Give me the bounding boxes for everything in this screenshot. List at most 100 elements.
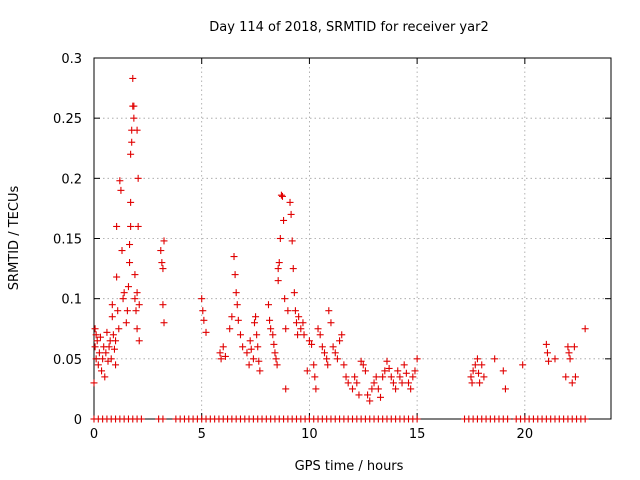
y-tick-label: 0.1 [61, 293, 82, 308]
data-point [271, 349, 279, 357]
data-point [407, 385, 415, 393]
zero-point [137, 415, 145, 423]
data-point [199, 307, 207, 315]
data-point [135, 301, 143, 309]
data-point [478, 361, 486, 369]
y-tick-label: 0.2 [61, 172, 82, 187]
data-point [129, 74, 137, 82]
data-point [374, 385, 382, 393]
data-point [287, 210, 295, 218]
data-point [131, 295, 139, 303]
x-tick-label: 5 [198, 427, 206, 442]
data-point [316, 331, 324, 339]
data-point [542, 340, 550, 348]
data-point [327, 319, 335, 327]
data-point [255, 357, 263, 365]
data-point [545, 357, 553, 365]
data-point [295, 313, 303, 321]
data-point [331, 349, 339, 357]
data-point [290, 289, 298, 297]
data-point [370, 379, 378, 387]
data-point [385, 364, 393, 372]
data-point [114, 307, 122, 315]
data-point [130, 102, 138, 110]
y-tick-labels: 0 0.05 0.1 0.15 0.2 0.25 0.3 [53, 52, 82, 428]
data-point [359, 361, 367, 369]
data-point [476, 379, 484, 387]
data-point [127, 198, 135, 206]
data-point [392, 385, 400, 393]
data-point [396, 373, 404, 381]
data-points [90, 74, 589, 423]
data-point [405, 379, 413, 387]
data-point [120, 289, 128, 297]
data-point [389, 379, 397, 387]
zero-point [159, 415, 167, 423]
zero-point [504, 415, 512, 423]
data-point [274, 277, 282, 285]
data-point [340, 361, 348, 369]
data-point [122, 319, 130, 327]
data-point [272, 355, 280, 363]
data-point [245, 361, 253, 369]
data-point [252, 313, 260, 321]
data-point [471, 361, 479, 369]
data-point [96, 333, 104, 341]
data-point [409, 373, 417, 381]
data-point [377, 393, 385, 401]
y-tick-label: 0.15 [53, 233, 82, 248]
y-tick-label: 0.05 [53, 353, 82, 368]
data-point [110, 345, 118, 353]
data-point [312, 385, 320, 393]
data-point [336, 337, 344, 345]
data-point [246, 337, 254, 345]
data-point [105, 343, 113, 351]
data-point [355, 391, 363, 399]
data-point [236, 331, 244, 339]
data-point [284, 307, 292, 315]
data-point [124, 283, 132, 291]
data-point [113, 222, 121, 230]
data-point [132, 307, 140, 315]
data-point [357, 357, 365, 365]
data-point [275, 259, 283, 267]
data-point [402, 369, 410, 377]
y-axis-label: SRMTID / TECUs [7, 186, 22, 291]
data-point [581, 325, 589, 333]
data-point [570, 343, 578, 351]
data-point [116, 177, 124, 185]
data-point [230, 253, 238, 261]
data-point [351, 373, 359, 381]
data-point [519, 361, 527, 369]
data-point [381, 367, 389, 375]
data-point [543, 349, 551, 357]
data-point [101, 373, 109, 381]
data-point [305, 337, 313, 345]
data-point [324, 361, 332, 369]
data-point [288, 237, 296, 245]
data-point [291, 307, 299, 315]
data-point [361, 367, 369, 375]
data-point [411, 367, 419, 375]
data-point [233, 301, 241, 309]
data-point [311, 373, 319, 381]
data-point [297, 325, 305, 333]
data-point [134, 222, 142, 230]
data-point [247, 345, 255, 353]
x-tick-label: 0 [90, 427, 98, 442]
data-point [117, 186, 125, 194]
data-point [314, 325, 322, 333]
data-point [303, 367, 311, 375]
data-point [159, 301, 167, 309]
data-point [387, 373, 395, 381]
data-point [127, 222, 135, 230]
data-point [501, 385, 509, 393]
data-point [128, 138, 136, 146]
data-point [282, 325, 290, 333]
data-point [280, 216, 288, 224]
data-point [115, 325, 123, 333]
data-point [228, 313, 236, 321]
data-point [274, 265, 282, 273]
data-point [267, 325, 275, 333]
